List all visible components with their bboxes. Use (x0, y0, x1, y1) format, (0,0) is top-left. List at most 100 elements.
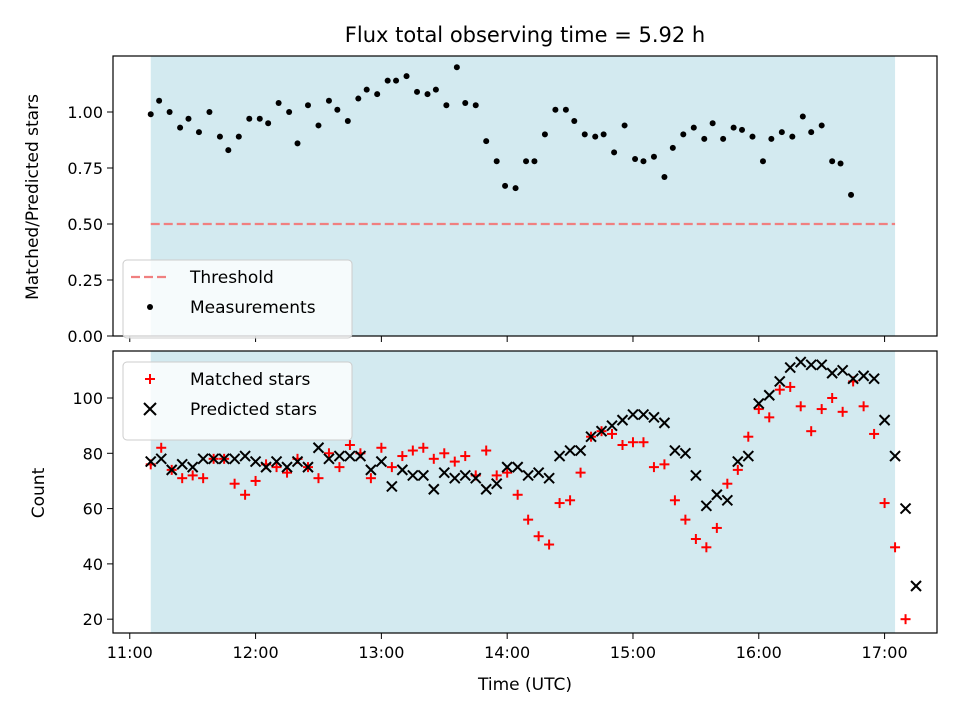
x-stroke-2 (281, 461, 293, 473)
measurement-point (156, 97, 163, 104)
predicted-star-marker (910, 580, 922, 592)
x-stroke-2 (616, 414, 629, 426)
x-stroke-2 (344, 450, 356, 462)
predicted-star-marker (312, 442, 325, 454)
measurement-point (661, 173, 668, 180)
measurement-point (294, 140, 301, 147)
matched-star-marker (732, 464, 743, 475)
x-stroke-2 (784, 361, 796, 374)
matched-star-marker (156, 442, 167, 453)
x-stroke-2 (658, 417, 671, 429)
x-stroke-2 (774, 375, 786, 388)
predicted-star-marker (396, 464, 409, 476)
matched-star-marker (701, 542, 712, 553)
predicted-star-marker (826, 367, 838, 379)
measurement-point (581, 131, 588, 138)
legend-label: Predicted stars (190, 400, 317, 420)
predicted-star-marker (386, 480, 398, 493)
matched-star-marker (533, 531, 544, 542)
x-stroke-2 (742, 450, 755, 462)
matched-star-marker (575, 467, 586, 478)
x-stroke-2 (889, 450, 901, 462)
measurement-point (739, 126, 746, 133)
matched-star-marker (376, 442, 387, 453)
predicted-star-marker (480, 483, 492, 495)
predicted-star-marker (333, 450, 346, 462)
matched-star-marker (774, 384, 785, 395)
measurement-point (837, 160, 844, 167)
measurement-point (512, 185, 519, 192)
predicted-star-marker (166, 464, 178, 476)
predicted-star-marker (291, 455, 304, 468)
measurement-point (177, 124, 184, 131)
axes-frame (112, 350, 938, 634)
predicted-star-marker (742, 450, 755, 462)
matched-star-marker (785, 381, 796, 392)
y-tick-label: 0.25 (67, 271, 103, 290)
x-stroke-2 (166, 464, 178, 476)
predicted-star-marker (763, 389, 775, 401)
x-stroke-2 (910, 580, 922, 592)
matched-star-marker (240, 489, 251, 500)
measurement-point (256, 115, 263, 122)
matched-star-marker (512, 489, 523, 500)
x-stroke-2 (480, 483, 492, 495)
predicted-star-marker (711, 489, 723, 501)
matched-star-marker (439, 448, 450, 459)
legend-box (122, 361, 353, 441)
predicted-star-marker (648, 411, 660, 424)
predicted-star-marker (553, 450, 566, 462)
predicted-star-marker (417, 469, 430, 482)
measurement-point (720, 135, 727, 142)
y-tick-label: 60 (83, 500, 103, 519)
measurement-point (600, 131, 607, 138)
x-stroke-2 (407, 469, 419, 482)
x-stroke-2 (836, 364, 849, 377)
x-stroke-2 (511, 461, 524, 473)
matched-star-marker (177, 473, 188, 484)
legend-label: Matched stars (190, 370, 310, 390)
x-stroke-2 (553, 450, 566, 462)
measurement-point (462, 100, 469, 107)
x-stroke-2 (543, 472, 555, 484)
matched-star-marker (795, 401, 806, 412)
predicted-star-marker (616, 414, 629, 426)
predicted-star-marker (658, 417, 671, 429)
measurement-point (286, 109, 293, 115)
x-stroke-2 (501, 461, 513, 473)
x-stroke-2 (365, 464, 377, 476)
measurement-point (363, 86, 370, 93)
measurement-point (611, 149, 618, 156)
predicted-star-marker (449, 472, 461, 484)
x-stroke-2 (711, 489, 723, 501)
predicted-star-marker (595, 425, 608, 437)
predicted-star-marker (815, 359, 828, 371)
predicted-star-marker (281, 461, 293, 473)
x-stroke-2 (333, 450, 346, 462)
matched-star-marker (229, 478, 240, 489)
measurement-point (562, 106, 569, 113)
x-stroke-2 (386, 480, 398, 493)
measurement-point (374, 91, 381, 98)
x-stroke-2 (669, 444, 681, 457)
predicted-star-marker (270, 455, 283, 468)
x-tick-label: 13:00 (358, 643, 404, 662)
matched-star-marker (638, 437, 649, 448)
legend-label: Measurements (190, 298, 316, 318)
measurement-point (235, 133, 242, 140)
predicted-star-marker (522, 469, 534, 482)
x-stroke-2 (574, 444, 587, 457)
measurement-point (384, 77, 391, 84)
x-stroke-2 (207, 453, 220, 465)
x-stroke-2 (459, 469, 471, 482)
y-tick-label: 1.00 (67, 103, 103, 122)
predicted-star-marker (700, 500, 713, 512)
predicted-star-marker (805, 359, 817, 371)
matched-star-marker (806, 426, 817, 437)
x-stroke-2 (606, 419, 618, 432)
matched-star-marker (648, 462, 659, 473)
x-stroke-2 (805, 359, 817, 371)
measurement-point (265, 120, 272, 127)
measurement-point (147, 111, 154, 118)
y-tick-label: 100 (72, 389, 103, 408)
